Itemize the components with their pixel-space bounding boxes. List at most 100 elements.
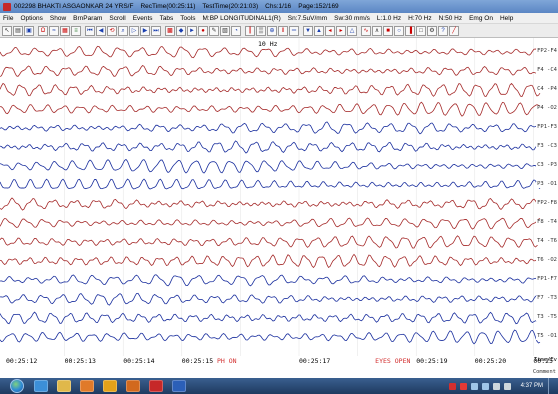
- compare-icon[interactable]: ┃: [245, 25, 255, 36]
- split-vertical-icon[interactable]: ‖: [278, 25, 288, 36]
- previous-page-icon[interactable]: ◀: [96, 25, 106, 36]
- flag-tray-icon[interactable]: [459, 382, 467, 390]
- channel-label[interactable]: F7 -T3: [536, 295, 557, 302]
- brush-icon[interactable]: ✎: [209, 25, 219, 36]
- media-taskbar-icon[interactable]: [80, 380, 94, 392]
- trend-icon[interactable]: ╱: [449, 25, 459, 36]
- menu-bar: File Options Show BrnParam Scroll Events…: [0, 13, 558, 24]
- channel-label[interactable]: C4 -P4: [536, 86, 557, 93]
- spike-icon[interactable]: ∧: [372, 25, 382, 36]
- arrow-left-icon[interactable]: ◂: [325, 25, 335, 36]
- settings-icon[interactable]: ⚙: [427, 25, 437, 36]
- menu-options[interactable]: Options: [20, 14, 43, 22]
- menu-sensitivity[interactable]: Sn:7.5uV/mm: [287, 14, 328, 22]
- montage-icon[interactable]: ▦: [60, 25, 70, 36]
- overlay-icon[interactable]: ▒: [256, 25, 266, 36]
- word-taskbar-icon[interactable]: [172, 380, 186, 392]
- stop-icon[interactable]: □: [416, 25, 426, 36]
- menu-file[interactable]: File: [3, 14, 14, 22]
- volume-tray-icon[interactable]: [492, 382, 500, 390]
- channel-label[interactable]: FP1-F3: [536, 124, 557, 131]
- arrow-right-icon[interactable]: ▸: [336, 25, 346, 36]
- play-icon[interactable]: ►: [187, 25, 197, 36]
- channel-label[interactable]: T3 -T5: [536, 314, 557, 321]
- help-icon[interactable]: ?: [438, 25, 448, 36]
- arrow-tray-icon[interactable]: [503, 382, 511, 390]
- last-page-icon[interactable]: ⏭: [151, 25, 161, 36]
- time-axis: Time/Ev 00:25:12 00:25:13 00:25:14 00:25:15…: [0, 356, 558, 367]
- marker-icon[interactable]: ◆: [176, 25, 186, 36]
- firefox-taskbar-icon[interactable]: [126, 380, 140, 392]
- clock: 4:37 PM: [520, 383, 543, 389]
- channel-label[interactable]: F3 -C3: [536, 143, 557, 150]
- menu-tabs[interactable]: Tabs: [159, 14, 174, 22]
- monitor-tray-icon[interactable]: [481, 382, 489, 390]
- bars-icon[interactable]: ▐: [405, 25, 415, 36]
- map-icon[interactable]: ▧: [220, 25, 230, 36]
- menu-notch-filter[interactable]: N:50 Hz: [438, 14, 463, 22]
- channel-label[interactable]: FP2-F4: [536, 48, 557, 55]
- channel-label[interactable]: P3 -O1: [536, 181, 557, 188]
- zoom-icon[interactable]: ⊕: [267, 25, 277, 36]
- lock-icon[interactable]: ■: [383, 25, 393, 36]
- omega-icon[interactable]: Ω: [38, 25, 48, 36]
- wave-icon[interactable]: ∿: [361, 25, 371, 36]
- save-icon[interactable]: ▣: [24, 25, 34, 36]
- title-patient: 002298 BHAKTI ASGAONKAR 24 YRS/F: [14, 3, 134, 10]
- filter-icon[interactable]: ≡: [71, 25, 81, 36]
- split-horizontal-icon[interactable]: ═: [289, 25, 299, 36]
- explorer-taskbar-icon[interactable]: [57, 380, 71, 392]
- start-button[interactable]: [10, 379, 24, 393]
- channel-label[interactable]: T5 -O1: [536, 333, 557, 340]
- menu-scroll[interactable]: Scroll: [109, 14, 126, 22]
- measure-icon[interactable]: △: [347, 25, 357, 36]
- pointer-icon[interactable]: ↖: [2, 25, 12, 36]
- event-marker-label[interactable]: PH ON: [216, 357, 237, 365]
- eeg-channel-trace: [0, 235, 541, 249]
- channel-label[interactable]: C3 -P3: [536, 162, 557, 169]
- show-desktop-button[interactable]: [548, 378, 554, 394]
- menu-help[interactable]: Help: [499, 14, 514, 22]
- eeg-app-taskbar-icon[interactable]: [149, 380, 163, 392]
- previous-event-icon[interactable]: ▲: [314, 25, 324, 36]
- open-icon[interactable]: ▤: [13, 25, 23, 36]
- eeg-channel-trace: [0, 253, 541, 269]
- first-page-icon[interactable]: ⏮: [85, 25, 95, 36]
- next-event-icon[interactable]: ▼: [303, 25, 313, 36]
- menu-low-filter[interactable]: L:1.0 Hz: [376, 14, 402, 22]
- comment-area[interactable]: Comment: [0, 367, 558, 378]
- network-tray-icon[interactable]: [470, 382, 478, 390]
- record-icon[interactable]: ●: [198, 25, 208, 36]
- time-label: 00:25: [533, 357, 553, 365]
- ie-taskbar-icon[interactable]: [34, 380, 48, 392]
- grid-icon[interactable]: ▩: [165, 25, 175, 36]
- channel-label[interactable]: T4 -T6: [536, 238, 557, 245]
- menu-montage[interactable]: M:BP LONGITUDINAL1(R): [202, 14, 281, 22]
- menu-events[interactable]: Events: [132, 14, 153, 22]
- antivirus-tray-icon[interactable]: [448, 382, 456, 390]
- eeg-trace-area[interactable]: 10 Hz FP2-F4 F4 -C4 C4 -P4 P4 -O2 FP1-F3 F3 -…: [0, 38, 558, 356]
- eeg-channel-trace: [0, 178, 541, 190]
- menu-brnparam[interactable]: BrnParam: [73, 14, 103, 22]
- circle-icon[interactable]: ○: [394, 25, 404, 36]
- menu-tools[interactable]: Tools: [180, 14, 196, 22]
- comment-label: Comment: [532, 369, 556, 375]
- rewind-icon[interactable]: ⟲: [107, 25, 117, 36]
- gauge-icon[interactable]: ◔: [231, 25, 241, 36]
- menu-emg[interactable]: Emg On: [469, 14, 493, 22]
- channel-label[interactable]: F8 -T4: [536, 219, 557, 226]
- menu-high-filter[interactable]: H:70 Hz: [408, 14, 432, 22]
- channel-label[interactable]: T6 -O2: [536, 257, 557, 264]
- search-icon[interactable]: ⌕: [118, 25, 128, 36]
- chrome-taskbar-icon[interactable]: [103, 380, 117, 392]
- channel-label[interactable]: FP2-F8: [536, 200, 557, 207]
- calibrate-icon[interactable]: ≈: [49, 25, 59, 36]
- review-icon[interactable]: ▷: [129, 25, 139, 36]
- channel-label[interactable]: FP1-F7: [536, 276, 557, 283]
- menu-sweep[interactable]: Sw:30 mm/s: [334, 14, 370, 22]
- channel-label[interactable]: F4 -C4: [536, 67, 557, 74]
- channel-label[interactable]: P4 -O2: [536, 105, 557, 112]
- forward-icon[interactable]: ▶: [140, 25, 150, 36]
- event-marker-label[interactable]: EYES OPEN: [375, 357, 411, 365]
- menu-show[interactable]: Show: [49, 14, 67, 22]
